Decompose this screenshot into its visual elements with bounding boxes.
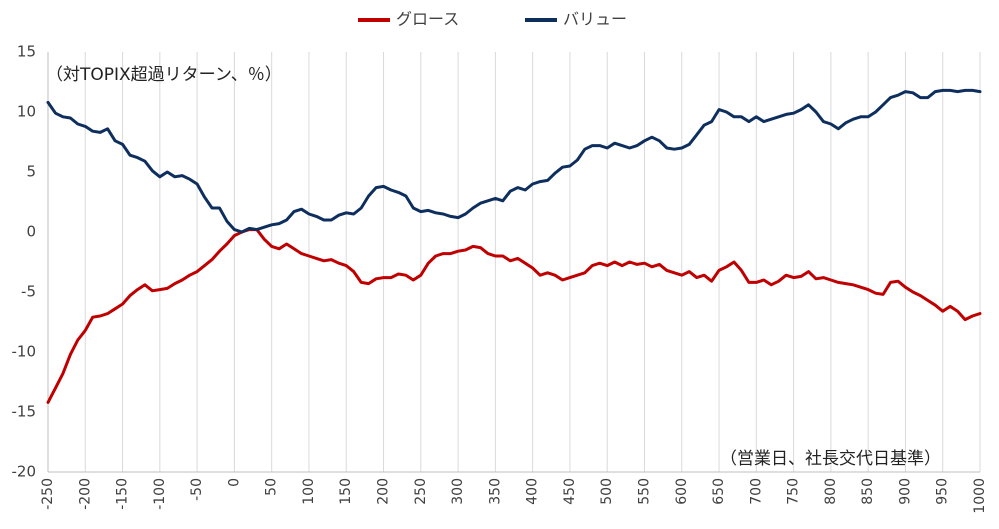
x-tick-label: 700 — [748, 478, 764, 505]
x-tick-label: 450 — [562, 478, 578, 505]
gridlines — [47, 52, 981, 472]
x-tick-label: 250 — [413, 478, 429, 505]
x-tick-label: 200 — [376, 478, 392, 505]
legend: グロース バリュー — [358, 10, 627, 29]
x-tick-label: 650 — [711, 478, 727, 505]
x-tick-label: -150 — [115, 478, 131, 510]
x-tick-label: -100 — [152, 478, 168, 510]
x-tick-label: 850 — [860, 478, 876, 505]
x-tick-label: 600 — [674, 478, 690, 505]
x-tick-label: 750 — [786, 478, 802, 505]
x-tick-label: -50 — [189, 478, 205, 501]
x-tick-label: 100 — [301, 478, 317, 505]
x-tick-label: 950 — [935, 478, 951, 505]
x-tick-label: 800 — [823, 478, 839, 505]
x-tick-label: 0 — [226, 478, 242, 487]
y-tick-label: -10 — [12, 343, 37, 361]
axes: -250 -200 -150 -100 -50 0 50 100 150 200 250 300 350… — [12, 43, 989, 514]
x-tick-label: 900 — [897, 478, 913, 505]
legend-label: グロース — [396, 10, 459, 29]
series-line-value — [46, 88, 982, 234]
x-tick-label: 300 — [450, 478, 466, 505]
y-tick-label: 15 — [17, 43, 36, 61]
y-tick-label: 5 — [26, 163, 36, 181]
x-tick-label: 350 — [487, 478, 503, 505]
y-tick-label: 0 — [26, 223, 36, 241]
y-axis-annotation: （対TOPIX超過リターン、％） — [46, 65, 282, 85]
x-tick-label: -200 — [77, 478, 93, 510]
y-tick-label: -15 — [12, 403, 37, 421]
legend-label: バリュー — [563, 10, 627, 29]
x-axis-annotation: （営業日、社長交代日基準） — [720, 449, 941, 469]
x-tick-label: 1000 — [972, 478, 988, 514]
y-tick-label: -20 — [12, 463, 37, 481]
x-tick-label: 400 — [525, 478, 541, 505]
x-tick-label: -250 — [40, 478, 56, 510]
x-tick-label: 500 — [599, 478, 615, 505]
x-tick-label: 50 — [264, 478, 280, 496]
series-lines — [46, 88, 982, 404]
y-tick-label: 10 — [17, 103, 36, 121]
x-tick-label: 150 — [338, 478, 354, 505]
series-line-growth — [46, 228, 982, 404]
y-tick-label: -5 — [21, 283, 36, 301]
x-tick-label: 550 — [636, 478, 652, 505]
